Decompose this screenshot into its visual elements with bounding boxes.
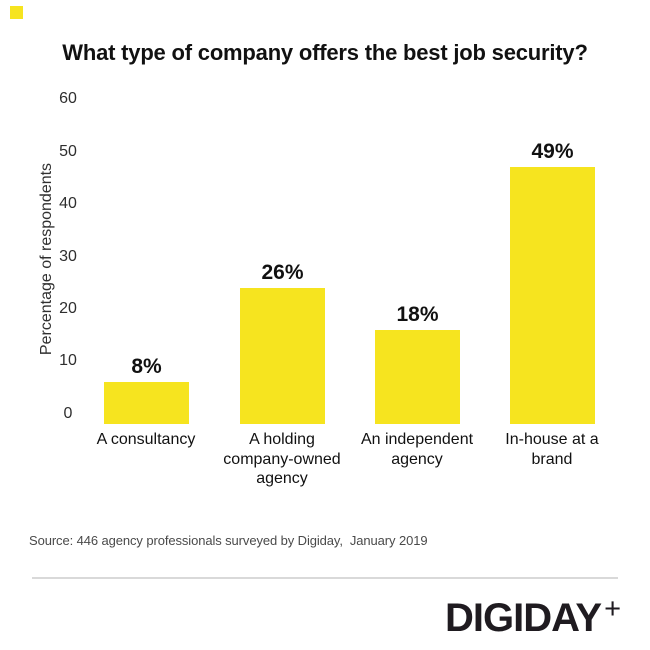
bar-inhouse-brand [510, 167, 595, 424]
digiday-logo-text: DIGIDAY [445, 596, 602, 640]
y-tick-20: 20 [59, 300, 77, 317]
value-label-holding-agency: 26% [261, 260, 304, 284]
value-label-consultancy: 8% [131, 355, 162, 379]
brand-square-icon [10, 6, 23, 19]
value-label-independent-agency: 18% [396, 302, 439, 326]
y-tick-50: 50 [59, 143, 77, 160]
category-label-holding-agency: A holding company-owned agency [223, 431, 341, 487]
footer-divider [32, 577, 618, 579]
y-tick-0: 0 [63, 405, 73, 422]
source-note: Source: 446 agency professionals surveye… [29, 533, 428, 548]
y-tick-40: 40 [59, 195, 77, 212]
page-title: What type of company offers the best job… [62, 40, 588, 65]
plus-icon: + [604, 593, 621, 625]
bar-holding-agency [240, 287, 325, 424]
digiday-logo: DIGIDAY + [445, 593, 621, 640]
y-tick-10: 10 [59, 352, 77, 369]
bar-consultancy [104, 382, 189, 424]
category-label-consultancy: A consultancy [96, 431, 196, 448]
category-label-independent-agency: An independent agency [360, 431, 474, 468]
category-label-inhouse-brand: In-house at a brand [505, 431, 599, 468]
y-tick-30: 30 [59, 248, 77, 265]
bar-independent-agency [375, 329, 460, 424]
value-label-inhouse-brand: 49% [531, 140, 574, 164]
y-tick-60: 60 [59, 90, 77, 107]
